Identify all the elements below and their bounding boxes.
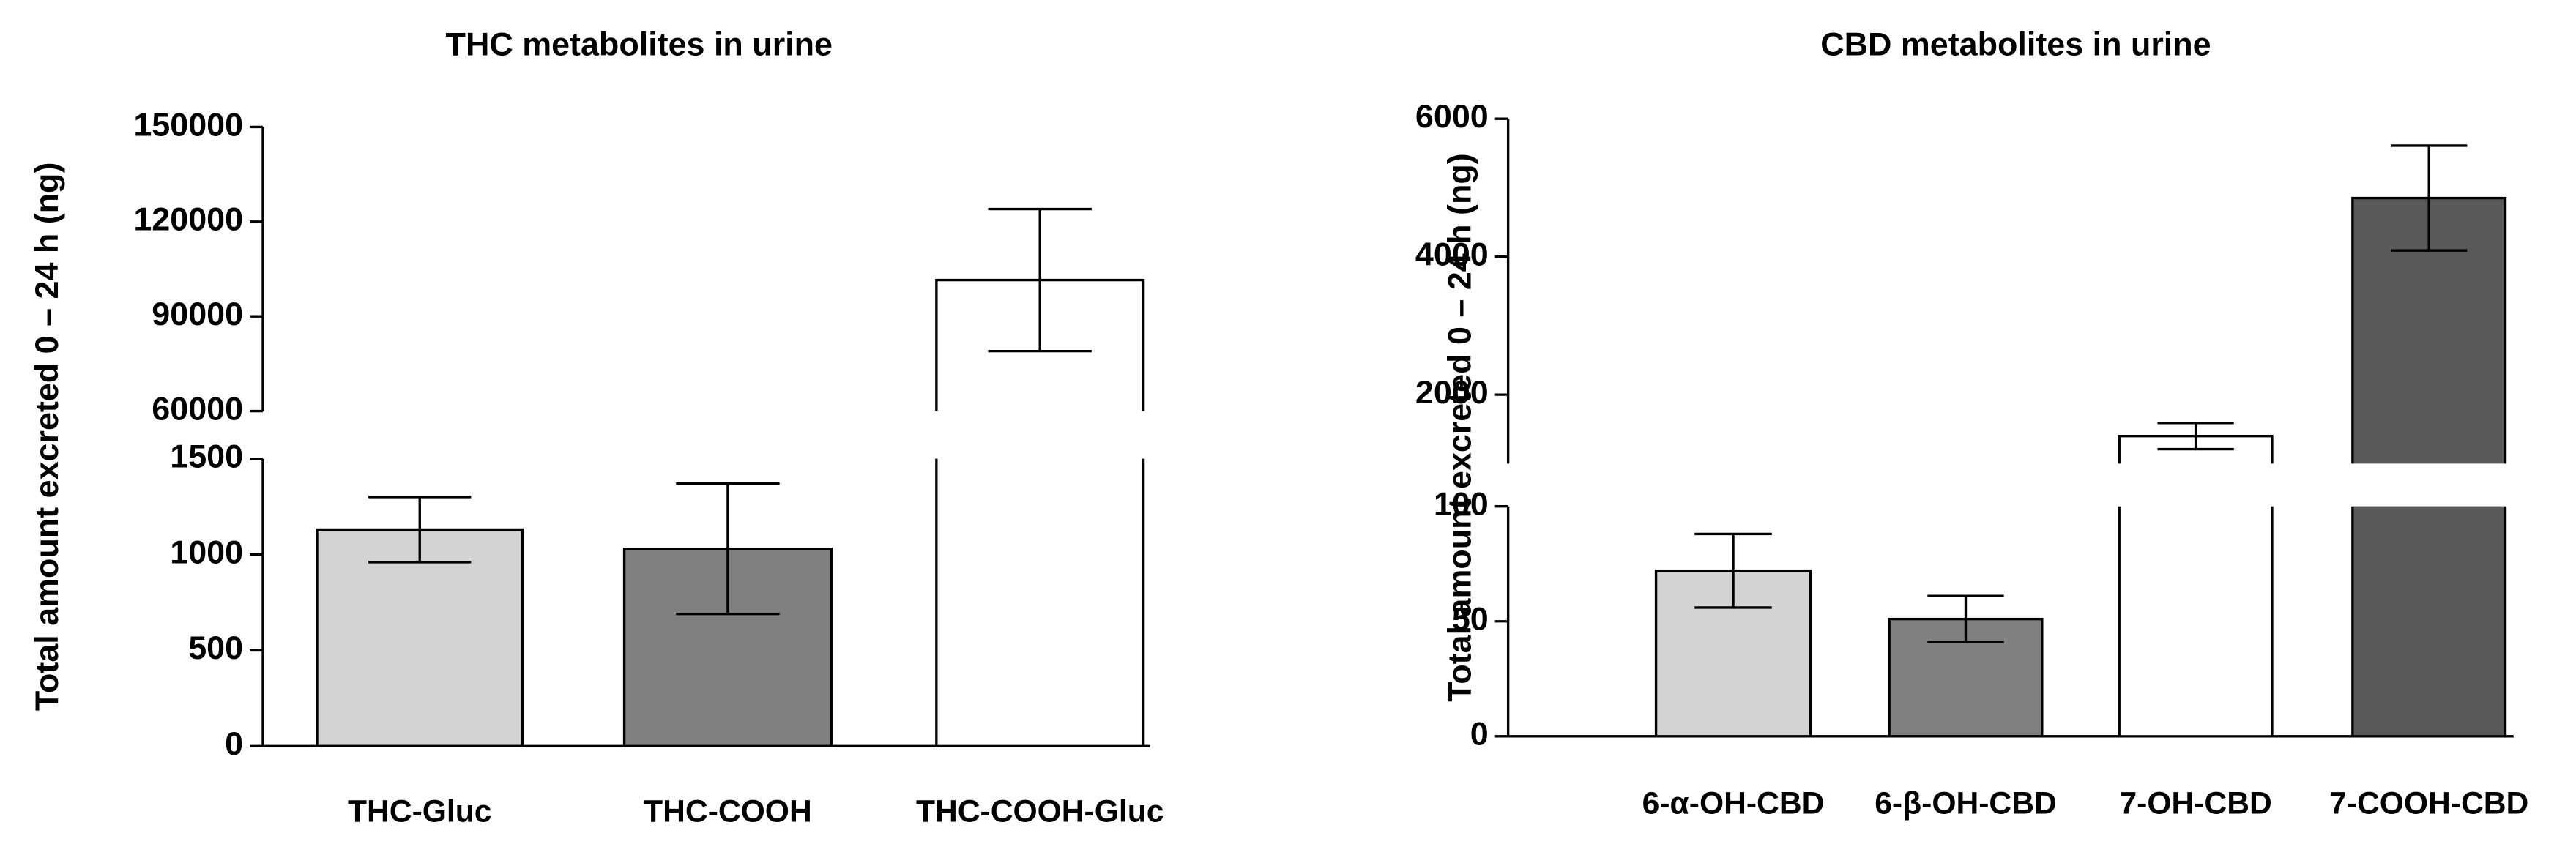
y-axis-label: Total amount excreted 0 – 24 h (ng) bbox=[28, 163, 65, 711]
y-tick-label: 90000 bbox=[152, 295, 243, 332]
chart-title: CBD metabolites in urine bbox=[1820, 25, 2211, 62]
bar-lower-fill bbox=[937, 458, 1142, 745]
y-tick-label: 120000 bbox=[133, 201, 243, 238]
bar-lower-fill bbox=[2353, 506, 2504, 736]
bar bbox=[316, 528, 524, 747]
x-tick-label: THC-Gluc bbox=[348, 794, 491, 829]
y-tick-label: 6000 bbox=[1415, 97, 1489, 135]
y-tick-label: 1500 bbox=[170, 437, 243, 474]
y-tick-label: 150000 bbox=[133, 105, 243, 143]
y-tick-label: 0 bbox=[1470, 715, 1489, 753]
x-tick-label: 6-α-OH-CBD bbox=[1642, 785, 1825, 821]
bar-lower-fill bbox=[2120, 506, 2271, 736]
y-axis-label: Total amount excreted 0 – 24 h (ng) bbox=[1441, 153, 1478, 701]
y-tick-label: 500 bbox=[188, 629, 243, 666]
x-tick-label: THC-COOH-Gluc bbox=[916, 794, 1164, 829]
y-tick-label: 2000 bbox=[1415, 373, 1489, 411]
y-tick-label: 0 bbox=[225, 725, 243, 762]
y-tick-label: 1000 bbox=[170, 533, 243, 570]
chart-title: THC metabolites in urine bbox=[446, 25, 833, 62]
x-tick-label: THC-COOH bbox=[644, 794, 812, 829]
x-tick-label: 7-COOH-CBD bbox=[2329, 785, 2528, 821]
x-tick-label: 7-OH-CBD bbox=[2119, 785, 2271, 821]
y-tick-label: 60000 bbox=[152, 389, 243, 427]
x-tick-label: 6-β-OH-CBD bbox=[1875, 785, 2057, 821]
y-tick-label: 100 bbox=[1434, 485, 1489, 523]
y-tick-label: 50 bbox=[1452, 600, 1489, 638]
y-tick-label: 4000 bbox=[1415, 236, 1489, 273]
